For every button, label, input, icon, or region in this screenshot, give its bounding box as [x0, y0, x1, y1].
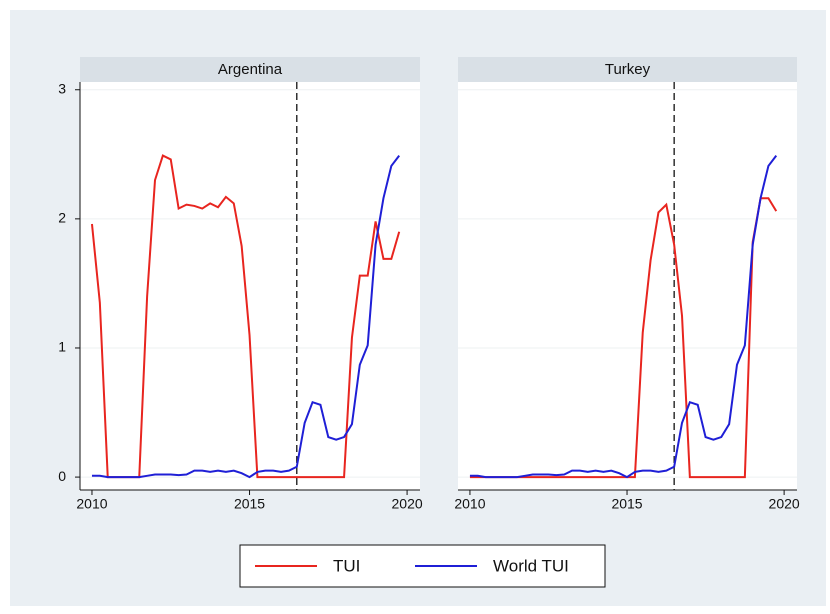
x-tick-label: 2010	[76, 496, 107, 512]
series-line	[91, 154, 400, 479]
x-tick-label: 2020	[392, 496, 423, 512]
y-tick-label: 3	[58, 80, 66, 96]
legend-label: TUI	[333, 556, 360, 575]
panel-title: Argentina	[218, 61, 283, 78]
y-tick-label: 1	[58, 339, 66, 355]
plot-area	[80, 82, 420, 490]
panel-strip	[458, 57, 797, 82]
x-tick-label: 2020	[769, 496, 800, 512]
y-tick-label: 0	[58, 468, 66, 484]
y-tick-label: 2	[58, 210, 66, 226]
legend-label: World TUI	[493, 556, 569, 575]
panel-title: Turkey	[605, 61, 651, 78]
series-line	[469, 154, 778, 479]
x-tick-label: 2010	[454, 496, 485, 512]
x-tick-label: 2015	[234, 496, 265, 512]
plot-area	[458, 82, 797, 490]
series-line	[90, 154, 401, 479]
x-tick-label: 2015	[611, 496, 642, 512]
panel-strip	[80, 57, 420, 82]
